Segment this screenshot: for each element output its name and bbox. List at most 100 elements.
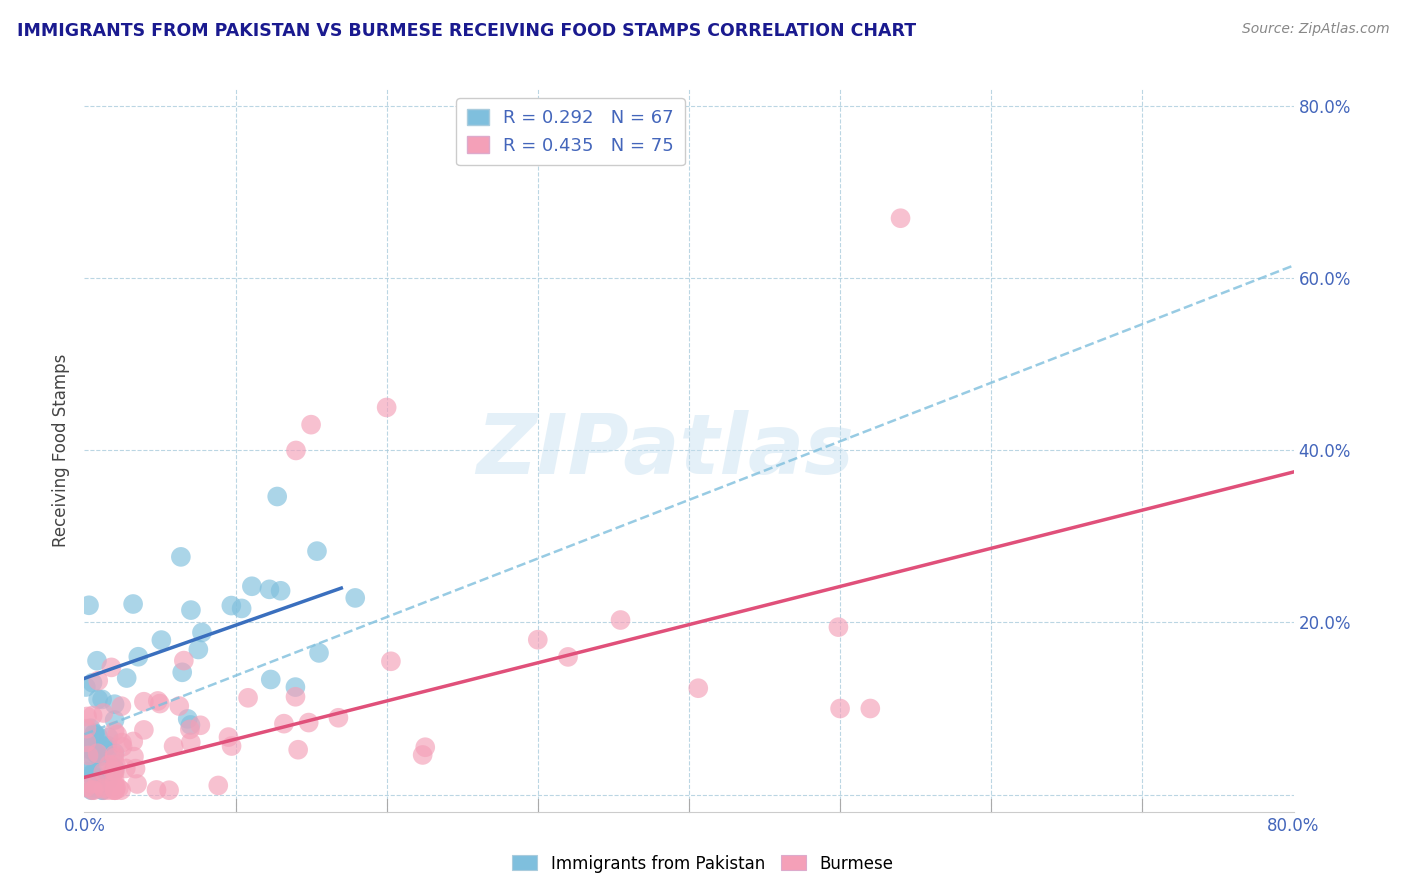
Point [75, 741, 97, 756]
Point [94, 772, 117, 787]
Point [308, 646, 330, 660]
Point [82, 783, 104, 797]
Point [80, 768, 103, 782]
Point [114, 761, 136, 775]
Point [105, 780, 128, 795]
Point [75, 735, 97, 749]
Point [284, 690, 307, 704]
Point [527, 632, 550, 647]
Y-axis label: Receiving Food Stamps: Receiving Food Stamps [52, 354, 70, 547]
Point [83, 750, 105, 764]
Point [375, 401, 398, 415]
Point [190, 718, 212, 732]
Point [240, 579, 263, 593]
Point [75, 680, 97, 694]
Point [299, 417, 322, 432]
Point [91, 783, 114, 797]
Point [270, 583, 292, 598]
Point [132, 695, 155, 709]
Point [98, 757, 121, 772]
Point [101, 764, 124, 778]
Point [111, 736, 134, 750]
Point [93, 783, 115, 797]
Point [179, 718, 201, 732]
Point [111, 739, 134, 754]
Point [104, 746, 127, 760]
Point [91, 764, 114, 779]
Point [149, 697, 172, 711]
Point [80, 769, 103, 783]
Point [122, 734, 145, 748]
Point [162, 739, 184, 754]
Legend: R = 0.292   N = 67, R = 0.435   N = 75: R = 0.292 N = 67, R = 0.435 N = 75 [456, 98, 685, 165]
Point [83, 769, 105, 783]
Point [76, 764, 98, 779]
Point [180, 603, 202, 617]
Point [180, 735, 202, 749]
Point [305, 544, 328, 558]
Point [127, 777, 149, 791]
Point [80, 777, 103, 791]
Point [609, 613, 631, 627]
Point [104, 772, 127, 787]
Text: ZIPatlas: ZIPatlas [475, 410, 853, 491]
Point [77, 599, 100, 613]
Point [86, 654, 108, 668]
Point [97, 759, 120, 773]
Point [124, 762, 146, 776]
Point [83, 729, 105, 743]
Point [557, 649, 579, 664]
Point [86, 746, 108, 760]
Point [77, 742, 100, 756]
Point [104, 724, 127, 739]
Text: Source: ZipAtlas.com: Source: ZipAtlas.com [1241, 22, 1389, 37]
Point [890, 211, 912, 226]
Point [104, 762, 127, 776]
Point [87, 749, 110, 764]
Point [105, 728, 128, 742]
Point [93, 706, 115, 720]
Point [107, 781, 129, 796]
Point [96, 739, 118, 753]
Point [93, 781, 115, 796]
Point [104, 776, 127, 790]
Point [179, 723, 201, 737]
Point [83, 779, 105, 793]
Point [172, 665, 194, 680]
Point [97, 731, 120, 745]
Point [413, 740, 436, 755]
Point [150, 633, 173, 648]
Point [298, 715, 321, 730]
Point [104, 764, 127, 779]
Point [76, 709, 98, 723]
Point [145, 783, 167, 797]
Point [127, 649, 149, 664]
Legend: Immigrants from Pakistan, Burmese: Immigrants from Pakistan, Burmese [506, 848, 900, 880]
Point [177, 712, 200, 726]
Point [221, 739, 243, 753]
Text: IMMIGRANTS FROM PAKISTAN VS BURMESE RECEIVING FOOD STAMPS CORRELATION CHART: IMMIGRANTS FROM PAKISTAN VS BURMESE RECE… [17, 22, 915, 40]
Point [77, 737, 100, 751]
Point [344, 591, 367, 605]
Point [82, 708, 104, 723]
Point [79, 754, 101, 768]
Point [115, 671, 138, 685]
Point [207, 779, 229, 793]
Point [830, 701, 852, 715]
Point [157, 783, 180, 797]
Point [83, 780, 105, 795]
Point [259, 582, 281, 597]
Point [380, 654, 402, 668]
Point [104, 713, 127, 727]
Point [83, 727, 105, 741]
Point [104, 697, 127, 711]
Point [266, 490, 288, 504]
Point [187, 642, 209, 657]
Point [86, 776, 108, 790]
Point [328, 711, 350, 725]
Point [82, 765, 104, 780]
Point [110, 783, 132, 797]
Point [97, 744, 120, 758]
Point [98, 783, 121, 797]
Point [284, 680, 307, 694]
